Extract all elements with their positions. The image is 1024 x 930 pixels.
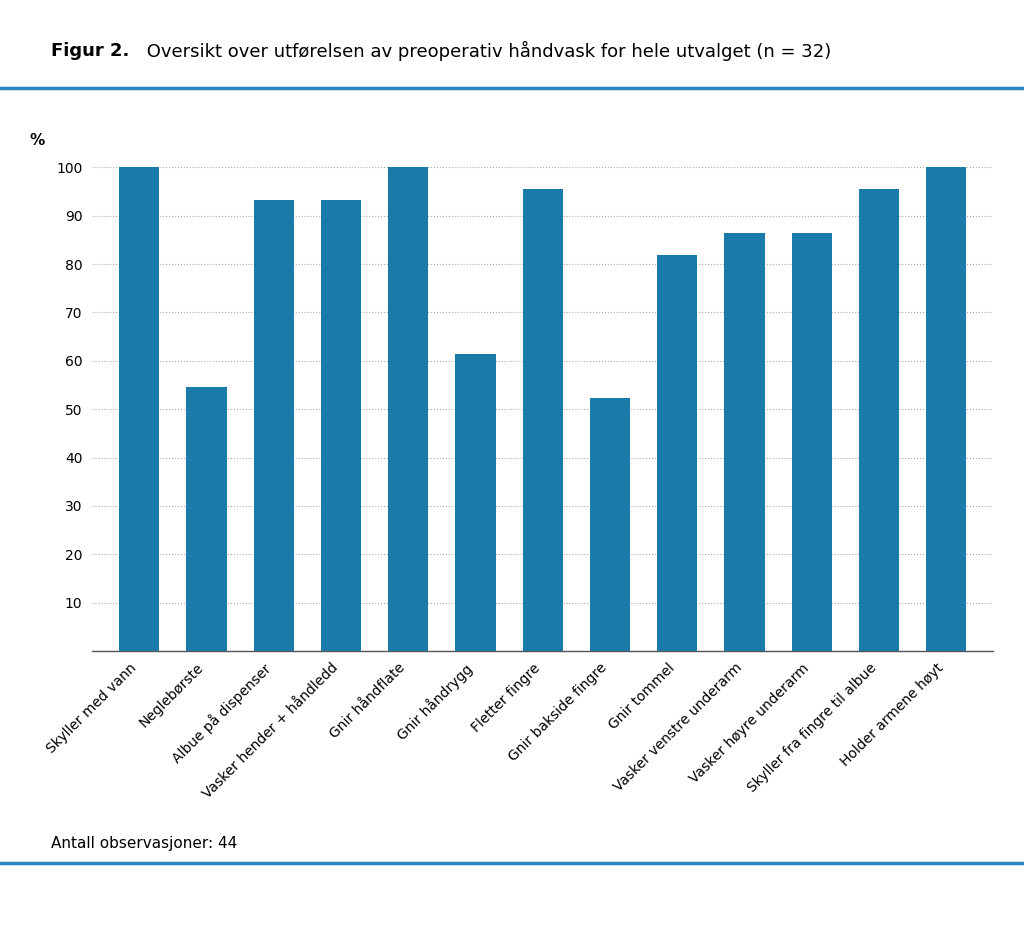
- Text: Antall observasjoner: 44: Antall observasjoner: 44: [51, 836, 238, 851]
- Bar: [792, 233, 831, 651]
- Bar: [388, 167, 428, 651]
- Text: Figur 2.: Figur 2.: [51, 42, 130, 60]
- Text: %: %: [29, 133, 44, 148]
- Bar: [254, 200, 294, 651]
- Bar: [119, 167, 160, 651]
- Bar: [926, 167, 967, 651]
- Text: Oversikt over utførelsen av preoperativ håndvask for hele utvalget (n = 32): Oversikt over utførelsen av preoperativ …: [141, 41, 831, 61]
- Bar: [590, 398, 630, 651]
- Bar: [657, 256, 697, 651]
- Bar: [456, 354, 496, 651]
- Bar: [859, 189, 899, 651]
- Bar: [321, 200, 361, 651]
- Bar: [186, 388, 226, 651]
- Bar: [522, 189, 563, 651]
- Bar: [724, 233, 765, 651]
